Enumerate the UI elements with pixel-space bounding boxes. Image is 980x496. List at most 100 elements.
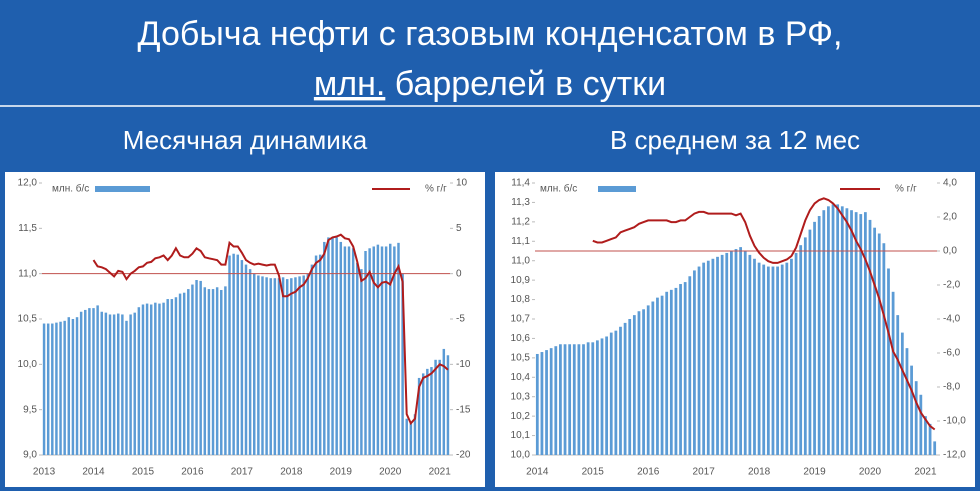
y-tick-label: 11,1: [511, 236, 530, 247]
y-tick-label: 10,4: [511, 372, 531, 383]
bar: [393, 246, 396, 455]
bar: [711, 258, 715, 455]
bar: [401, 273, 404, 455]
bar: [554, 346, 558, 455]
y-tick-label: 10,1: [511, 430, 531, 441]
bar: [335, 237, 338, 455]
bar: [63, 320, 66, 455]
bar: [356, 262, 359, 455]
bar: [882, 243, 886, 455]
bar: [859, 214, 863, 455]
bar: [389, 243, 392, 455]
bar: [331, 237, 334, 455]
bar: [236, 254, 239, 455]
y-tick-label: 10,5: [511, 352, 531, 363]
bar: [803, 237, 807, 455]
bar: [827, 206, 830, 455]
bar: [314, 255, 318, 455]
x-tick-label: 2015: [582, 467, 605, 478]
bar: [442, 348, 446, 455]
y2-tick-label: -4,0: [943, 314, 961, 325]
bar: [674, 287, 678, 455]
bar: [145, 303, 149, 455]
y-tick-label: 10,3: [511, 391, 531, 402]
bar: [582, 344, 585, 455]
bar: [716, 256, 719, 455]
bar: [549, 348, 553, 455]
y-tick-label: 11,0: [511, 255, 530, 266]
bar: [339, 241, 343, 455]
bar: [215, 287, 219, 455]
bar: [739, 247, 743, 455]
bar: [430, 367, 433, 455]
bar: [748, 254, 752, 455]
bar: [269, 278, 272, 455]
bar: [351, 248, 355, 455]
legend-swatch: [95, 186, 150, 192]
bar: [600, 338, 604, 455]
bar: [595, 340, 599, 455]
bar: [257, 275, 260, 455]
y2-tick-label: -20: [456, 450, 471, 461]
bar: [129, 314, 132, 455]
bar: [863, 212, 867, 455]
bar: [591, 342, 595, 455]
bar: [323, 241, 326, 455]
bar: [96, 305, 99, 455]
bar: [669, 289, 673, 455]
bar: [905, 348, 909, 455]
bar: [794, 252, 798, 455]
bar: [240, 260, 244, 455]
bar: [92, 308, 95, 455]
bar: [665, 291, 669, 455]
bar: [628, 319, 632, 455]
bar: [623, 322, 627, 455]
bar: [46, 323, 50, 455]
bar: [887, 268, 890, 455]
bar: [318, 254, 322, 455]
bar: [261, 276, 264, 455]
bar: [42, 323, 46, 455]
bar: [877, 233, 881, 455]
x-tick-label: 2018: [280, 467, 303, 478]
x-tick-label: 2021: [914, 467, 937, 478]
y2-tick-label: -10: [456, 359, 471, 370]
bar: [294, 277, 297, 455]
bar: [836, 204, 840, 455]
x-tick-label: 2020: [379, 467, 402, 478]
bar: [302, 275, 305, 455]
y-tick-label: 9,5: [23, 404, 37, 415]
bar: [609, 332, 613, 455]
bar: [813, 221, 816, 455]
legend-label: млн. б/с: [540, 183, 577, 195]
bar: [203, 287, 207, 455]
bar: [757, 262, 761, 455]
bar: [753, 258, 756, 455]
bar: [790, 258, 793, 455]
bar: [372, 246, 375, 455]
bar: [706, 260, 710, 455]
bar: [845, 208, 849, 455]
bar: [646, 305, 650, 455]
title-line2: млн. баррелей в сутки: [314, 65, 666, 103]
bar: [158, 303, 161, 455]
bar: [281, 277, 285, 455]
bar: [693, 270, 696, 455]
bar: [244, 264, 248, 455]
bar: [360, 269, 363, 455]
bar: [376, 244, 380, 455]
bar: [112, 314, 116, 455]
bar: [285, 279, 289, 455]
bar: [125, 320, 128, 455]
bar: [405, 418, 408, 455]
x-tick-label: 2013: [33, 467, 56, 478]
bar: [683, 282, 687, 455]
y-tick-label: 10,0: [18, 359, 38, 370]
unit-rest: баррелей в сутки: [395, 65, 666, 103]
bar: [563, 344, 567, 455]
legend-label: % г/г: [895, 184, 917, 195]
bar: [808, 229, 812, 455]
bar: [896, 315, 900, 455]
bar: [265, 277, 268, 455]
